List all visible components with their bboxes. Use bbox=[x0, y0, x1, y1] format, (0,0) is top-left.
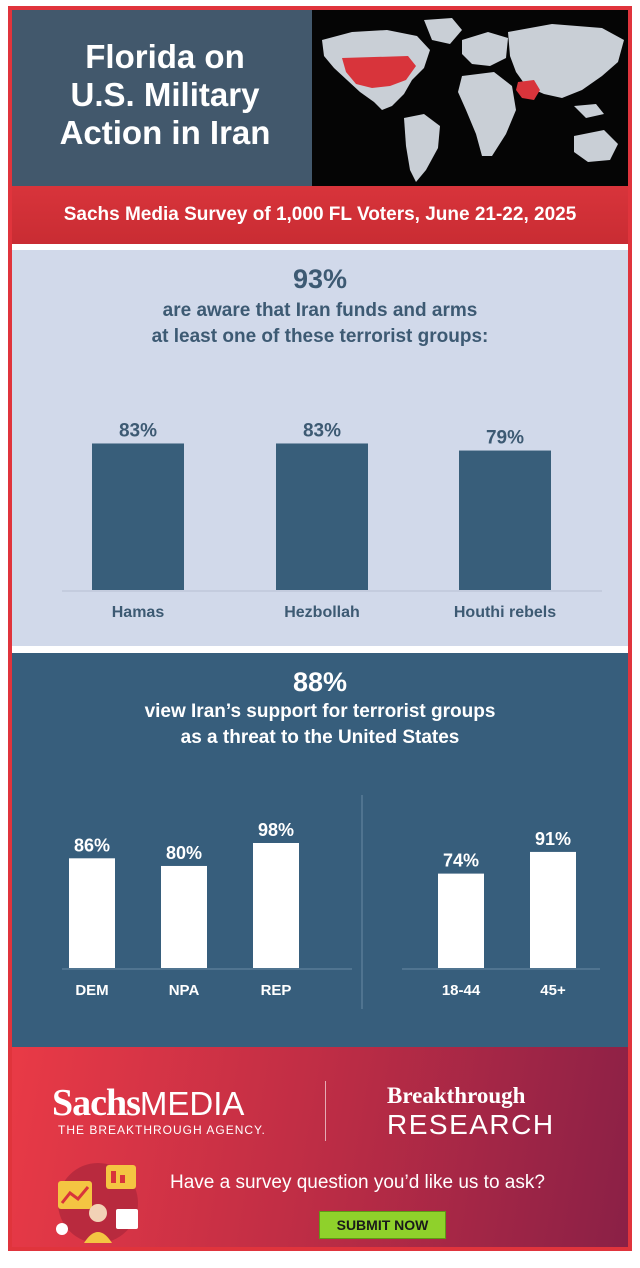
data-label: 83% bbox=[119, 420, 157, 441]
threat-by-party-and-age-chart: 86% DEM 80% NPA 98% REP 74% 18-44 91% 45+ bbox=[62, 795, 600, 1009]
world-map-image bbox=[312, 10, 628, 186]
tick-label: 18-44 bbox=[442, 982, 481, 999]
tick-label: REP bbox=[261, 982, 292, 999]
logo-sachs: Sachs bbox=[52, 1082, 141, 1124]
bar-hamas bbox=[92, 443, 184, 590]
tick-label: Hezbollah bbox=[284, 604, 360, 621]
tick-label: DEM bbox=[75, 982, 108, 999]
threat-headline-line-2: as a threat to the United States bbox=[180, 727, 460, 748]
terrorist-groups-bar-chart: 83% Hamas 83% Hezbollah 79% Houthi rebels bbox=[62, 420, 602, 621]
awareness-headline-percent: 93% bbox=[292, 264, 348, 294]
submit-now-button[interactable]: SUBMIT NOW bbox=[319, 1211, 446, 1239]
data-label: 83% bbox=[303, 420, 341, 441]
bar-houthi-rebels bbox=[459, 450, 551, 590]
data-label: 91% bbox=[535, 829, 571, 849]
awareness-headline-line-2: at least one of these terrorist groups: bbox=[151, 326, 489, 347]
divider bbox=[12, 646, 628, 653]
survey-illustration-icon bbox=[56, 1163, 138, 1243]
infographic-frame: Florida on U.S. Military Action in Iran bbox=[8, 6, 632, 1251]
logo-media: MEDIA bbox=[139, 1085, 245, 1122]
bar-45- bbox=[530, 851, 576, 968]
tick-label: Houthi rebels bbox=[454, 604, 556, 621]
breakthrough-research-logo-line-1[interactable]: Breakthrough bbox=[387, 1083, 526, 1108]
world-map-illustration bbox=[322, 18, 624, 182]
threat-headline-line-1: view Iran’s support for terrorist groups bbox=[144, 701, 496, 722]
tick-label: NPA bbox=[169, 982, 200, 999]
threat-headline-percent: 88% bbox=[292, 667, 348, 697]
bar-dem bbox=[69, 858, 115, 968]
divider bbox=[12, 244, 628, 250]
survey-subtitle: Sachs Media Survey of 1,000 FL Voters, J… bbox=[12, 186, 628, 244]
survey-question-prompt: Have a survey question you’d like us to … bbox=[170, 1172, 545, 1193]
data-label: 86% bbox=[74, 835, 110, 855]
bar-18-44 bbox=[438, 873, 484, 968]
bar-rep bbox=[253, 843, 299, 968]
data-label: 74% bbox=[443, 851, 479, 871]
title-line-2: U.S. Military bbox=[70, 76, 260, 113]
footer: SachsMEDIA THE BREAKTHROUGH AGENCY. Brea… bbox=[12, 1047, 628, 1247]
threat-section: 88% view Iran’s support for terrorist gr… bbox=[12, 653, 628, 1047]
title-line-1: Florida on bbox=[85, 38, 245, 75]
data-label: 80% bbox=[166, 843, 202, 863]
data-label: 79% bbox=[486, 428, 524, 449]
page-title: Florida on U.S. Military Action in Iran bbox=[30, 38, 300, 152]
awareness-headline-line-1: are aware that Iran funds and arms bbox=[162, 300, 478, 321]
header: Florida on U.S. Military Action in Iran bbox=[12, 10, 628, 186]
bar-hezbollah bbox=[276, 443, 368, 590]
logo-tagline: THE BREAKTHROUGH AGENCY. bbox=[58, 1123, 266, 1137]
tick-label: 45+ bbox=[540, 982, 566, 999]
tick-label: Hamas bbox=[112, 604, 165, 621]
sachs-media-logo[interactable]: SachsMEDIA bbox=[52, 1081, 244, 1125]
logo-divider bbox=[325, 1081, 326, 1141]
title-line-3: Action in Iran bbox=[59, 114, 271, 151]
data-label: 98% bbox=[258, 820, 294, 840]
bar-npa bbox=[161, 865, 207, 968]
awareness-section: 93% are aware that Iran funds and arms a… bbox=[12, 250, 628, 646]
breakthrough-research-logo-line-2[interactable]: RESEARCH bbox=[387, 1109, 555, 1140]
